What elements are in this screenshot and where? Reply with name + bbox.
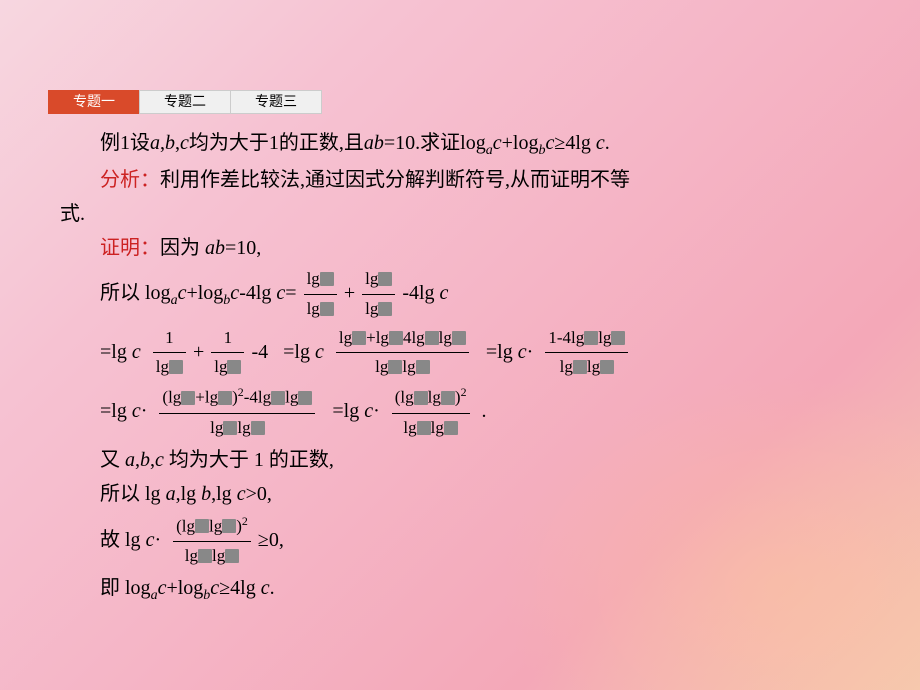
eq-lgc-1: =lg c	[100, 341, 141, 363]
eq-lgc-5: =lg c·	[332, 400, 379, 422]
tab-topic-2[interactable]: 专题二	[139, 90, 231, 114]
minus4: -4	[251, 341, 268, 363]
proof-line-3: =lg c 1lg + 1lg -4 =lg c lg+lg4lglglglg …	[60, 324, 870, 383]
proof-line-5: 又 a,b,c 均为大于 1 的正数,	[60, 443, 870, 477]
analysis-line: 分析：利用作差比较法,通过因式分解判断符号,从而证明不等	[60, 163, 870, 197]
period-1: .	[482, 400, 487, 422]
fraction-7: (lg+lg)2-4lglglglg	[159, 382, 315, 442]
fraction-2: lglg	[362, 265, 395, 324]
proof-line-1: 证明：因为 ab=10,	[60, 231, 870, 265]
fraction-4: 1lg	[211, 324, 244, 383]
tab-topic-1[interactable]: 专题一	[48, 90, 140, 114]
analysis-text-a: 利用作差比较法,通过因式分解判断符号,从而证明不等	[160, 169, 630, 191]
so-prefix: 所以	[100, 282, 145, 304]
topic-tabs: 专题一 专题二 专题三	[48, 90, 321, 114]
analysis-label: 分析：	[100, 169, 160, 191]
fraction-9: (lglg)2lglg	[173, 511, 251, 571]
plus-1: +	[344, 282, 355, 304]
slide-content: 例1设a,b,c均为大于1的正数,且ab=10.求证logac+logbc≥4l…	[60, 126, 870, 608]
because-text: 因为 ab=10,	[160, 237, 261, 259]
fraction-6: 1-4lglglglg	[545, 324, 628, 383]
proof-line-8: 即 logac+logbc≥4lg c.	[60, 571, 870, 608]
hence-pre: 故 lg c·	[100, 529, 161, 551]
eq-lgc-3: =lg c·	[486, 341, 533, 363]
problem-statement: 例1设a,b,c均为大于1的正数,且ab=10.求证logac+logbc≥4l…	[60, 126, 870, 163]
analysis-line-2: 式.	[60, 197, 870, 231]
hence-post: ≥0,	[258, 529, 284, 551]
proof-label: 证明：	[100, 237, 160, 259]
minus-4lgc: -4lg c	[402, 282, 448, 304]
plus-2: +	[193, 341, 204, 363]
fraction-5: lg+lg4lglglglg	[336, 324, 469, 383]
tab-topic-3[interactable]: 专题三	[230, 90, 322, 114]
fraction-3: 1lg	[153, 324, 186, 383]
proof-line-7: 故 lg c· (lglg)2lglg ≥0,	[60, 511, 870, 571]
fraction-1: lglg	[304, 265, 337, 324]
proof-line-4: =lg c· (lg+lg)2-4lglglglg =lg c· (lglg)2…	[60, 382, 870, 442]
fraction-8: (lglg)2lglg	[392, 382, 470, 442]
eq-lgc-2: =lg c	[283, 341, 324, 363]
proof-line-6: 所以 lg a,lg b,lg c>0,	[60, 477, 870, 511]
proof-line-2: 所以 logac+logbc-4lg c= lglg + lglg -4lg c	[60, 265, 870, 324]
eq-lgc-4: =lg c·	[100, 400, 147, 422]
example-label: 例1	[100, 132, 130, 154]
